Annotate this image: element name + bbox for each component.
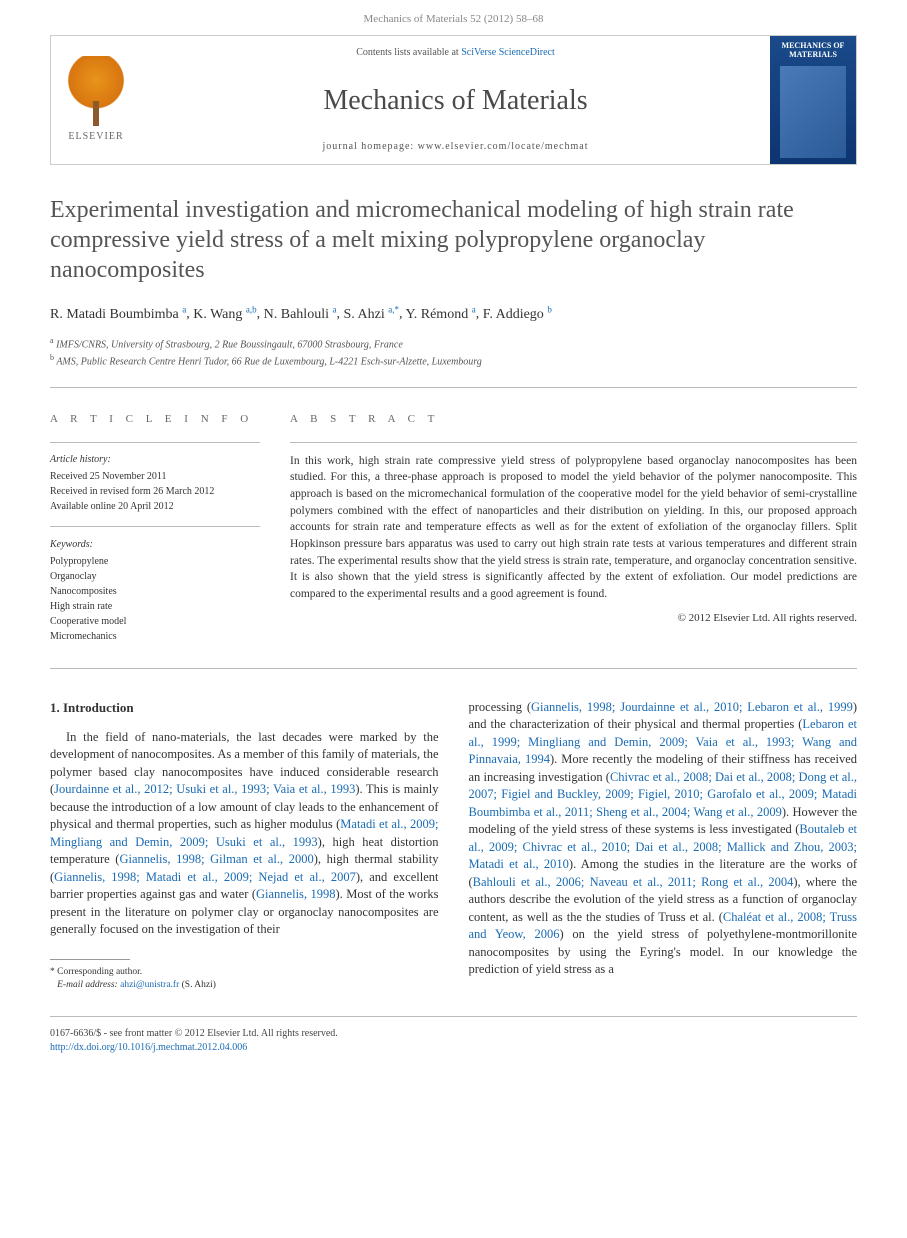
body-paragraph: processing (Giannelis, 1998; Jourdainne … xyxy=(469,699,858,979)
banner-center: Contents lists available at SciVerse Sci… xyxy=(141,36,770,164)
section-heading: 1. Introduction xyxy=(50,699,439,717)
keyword: Micromechanics xyxy=(50,629,260,644)
divider xyxy=(50,387,857,388)
email-footnote: E-mail address: ahzi@unistra.fr (S. Ahzi… xyxy=(50,979,439,992)
keywords-block: Keywords: Polypropylene Organoclay Nanoc… xyxy=(50,537,260,644)
info-heading: A R T I C L E I N F O xyxy=(50,412,260,427)
journal-banner: ELSEVIER Contents lists available at Sci… xyxy=(50,35,857,165)
body-paragraph: In the field of nano-materials, the last… xyxy=(50,729,439,939)
elsevier-logo[interactable]: ELSEVIER xyxy=(51,36,141,164)
abstract-body: In this work, high strain rate compressi… xyxy=(290,453,857,603)
corresponding-author: * Corresponding author. xyxy=(50,966,439,979)
email-link[interactable]: ahzi@unistra.fr xyxy=(120,980,179,990)
affiliations: a IMFS/CNRS, University of Strasbourg, 2… xyxy=(50,335,857,370)
cover-title: MECHANICS OF MATERIALS xyxy=(776,42,850,60)
article-info: A R T I C L E I N F O Article history: R… xyxy=(50,412,260,643)
keywords-heading: Keywords: xyxy=(50,537,260,552)
keyword: Cooperative model xyxy=(50,614,260,629)
footnote-divider xyxy=(50,959,130,960)
page-citation: Mechanics of Materials 52 (2012) 58–68 xyxy=(0,0,907,35)
journal-homepage: journal homepage: www.elsevier.com/locat… xyxy=(322,140,588,154)
front-matter: 0167-6636/$ - see front matter © 2012 El… xyxy=(50,1027,857,1041)
journal-cover-thumb[interactable]: MECHANICS OF MATERIALS xyxy=(770,36,856,164)
journal-name: Mechanics of Materials xyxy=(323,81,587,120)
doi-link[interactable]: http://dx.doi.org/10.1016/j.mechmat.2012… xyxy=(50,1041,857,1055)
author[interactable]: K. Wang a,b xyxy=(193,307,256,322)
divider xyxy=(50,442,260,443)
body-columns: 1. Introduction In the field of nano-mat… xyxy=(50,699,857,993)
abstract-heading: A B S T R A C T xyxy=(290,412,857,427)
history-text: Received 25 November 2011 Received in re… xyxy=(50,469,260,514)
article-title: Experimental investigation and micromech… xyxy=(50,195,857,285)
author[interactable]: S. Ahzi a,* xyxy=(343,307,398,322)
divider xyxy=(50,668,857,669)
divider xyxy=(50,526,260,527)
abstract: A B S T R A C T In this work, high strai… xyxy=(290,412,857,643)
elsevier-tree-icon xyxy=(66,56,126,126)
contents-prefix: Contents lists available at xyxy=(356,47,461,58)
author[interactable]: Y. Rémond a xyxy=(405,307,475,322)
keyword: Polypropylene xyxy=(50,554,260,569)
affiliation: b AMS, Public Research Centre Henri Tudo… xyxy=(50,352,857,369)
homepage-url[interactable]: www.elsevier.com/locate/mechmat xyxy=(418,141,589,152)
homepage-prefix: journal homepage: xyxy=(322,141,417,152)
keyword: Nanocomposites xyxy=(50,584,260,599)
email-label: E-mail address: xyxy=(57,980,118,990)
abstract-copyright: © 2012 Elsevier Ltd. All rights reserved… xyxy=(290,611,857,626)
author[interactable]: R. Matadi Boumbimba a xyxy=(50,307,186,322)
author[interactable]: F. Addiego b xyxy=(483,307,552,322)
page-footer: 0167-6636/$ - see front matter © 2012 El… xyxy=(50,1016,857,1095)
keyword: High strain rate xyxy=(50,599,260,614)
elsevier-label: ELSEVIER xyxy=(68,130,123,144)
sciencedirect-link[interactable]: SciVerse ScienceDirect xyxy=(461,47,555,58)
divider xyxy=(290,442,857,443)
cover-image-icon xyxy=(780,66,847,158)
author[interactable]: N. Bahlouli a xyxy=(264,307,337,322)
keyword: Organoclay xyxy=(50,569,260,584)
contents-available: Contents lists available at SciVerse Sci… xyxy=(356,46,555,60)
history-heading: Article history: xyxy=(50,453,260,467)
author-list: R. Matadi Boumbimba a, K. Wang a,b, N. B… xyxy=(50,303,857,324)
affiliation: a IMFS/CNRS, University of Strasbourg, 2… xyxy=(50,335,857,352)
email-who: (S. Ahzi) xyxy=(182,980,216,990)
